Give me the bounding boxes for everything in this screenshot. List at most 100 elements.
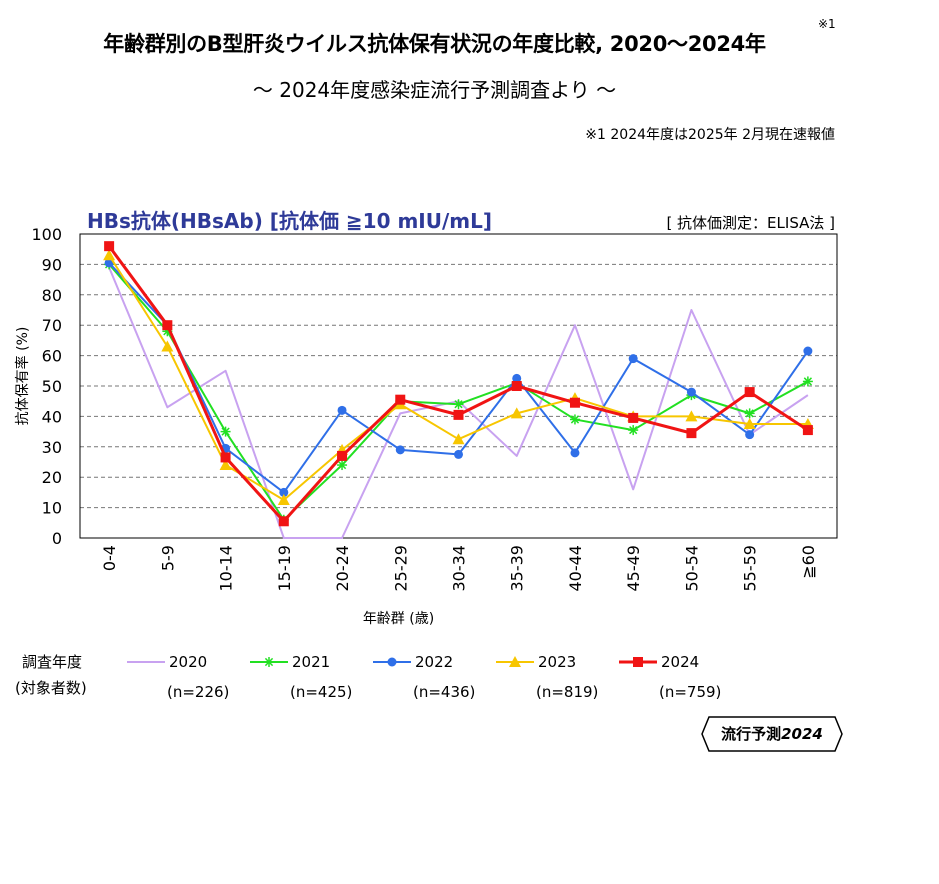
legend-count: (n=759) xyxy=(659,683,721,701)
asterisk-stroke xyxy=(570,415,580,424)
data-point xyxy=(569,414,580,425)
data-point xyxy=(337,450,348,461)
x-tick-label: 40-44 xyxy=(566,545,585,592)
legend-group: 2020 (n=226) 2021 (n=425) 2022 (n=436) 2023 (n=… xyxy=(127,653,721,701)
data-point xyxy=(337,460,348,471)
data-point xyxy=(686,387,696,397)
legend-marker xyxy=(633,657,643,667)
data-point xyxy=(745,430,755,440)
data-point xyxy=(685,410,698,422)
legend-count: (n=226) xyxy=(167,683,229,701)
data-point xyxy=(104,241,115,252)
data-point xyxy=(454,449,463,459)
x-tick-label: 25-29 xyxy=(391,545,410,592)
data-point xyxy=(802,425,813,436)
asterisk-stroke xyxy=(221,427,230,436)
page-title: 年齢群別のB型肝炎ウイルス抗体保有状況の年度比較, 2020〜2024年 xyxy=(103,32,766,56)
data-point xyxy=(279,487,289,497)
legend-marker xyxy=(387,657,397,667)
data-point xyxy=(743,418,756,429)
x-tick-label: 15-19 xyxy=(275,545,294,592)
y-tick-label: 40 xyxy=(42,407,62,426)
asterisk-stroke xyxy=(264,657,274,667)
data-point xyxy=(219,459,232,471)
x-tick-label: 45-49 xyxy=(624,545,643,592)
asterisk-stroke xyxy=(337,460,347,470)
y-tick-label: 70 xyxy=(42,316,62,335)
badge-main-text: 流行予測 xyxy=(721,725,782,743)
footnote: ※1 2024年度は2025年 2月現在速報値 xyxy=(585,127,835,143)
series-2023 xyxy=(103,249,814,505)
data-point xyxy=(686,428,697,439)
data-point xyxy=(220,452,231,463)
y-tick-label: 80 xyxy=(42,286,62,305)
x-tick-label: 55-59 xyxy=(741,545,760,592)
x-tick-label: 20-24 xyxy=(333,545,352,592)
y-tick-label: 20 xyxy=(42,468,62,487)
chart-title: HBs抗体(HBsAb) [抗体価 ≧10 mIU/mL] xyxy=(87,209,493,233)
data-point xyxy=(744,387,755,398)
data-point xyxy=(570,448,580,458)
x-axis-title: 年齢群 (歳) xyxy=(363,611,434,627)
badge-year-text: 2024 xyxy=(781,725,823,743)
x-tick-label: 0-4 xyxy=(100,545,119,571)
y-tick-label: 60 xyxy=(42,347,62,366)
data-point xyxy=(452,433,465,445)
data-point xyxy=(395,445,405,455)
legend-title: 調査年度 xyxy=(22,653,83,671)
data-point xyxy=(103,249,116,261)
asterisk-stroke xyxy=(803,377,813,386)
legend-year: 2022 xyxy=(415,653,453,671)
legend-count: (n=819) xyxy=(536,683,598,701)
data-point xyxy=(277,494,290,505)
x-tick-label: 50-54 xyxy=(682,545,701,592)
x-tick-label: 5-9 xyxy=(158,545,177,571)
title-note-mark: ※1 xyxy=(818,17,836,31)
data-point xyxy=(453,409,464,420)
x-tick-label: 30-34 xyxy=(450,545,469,592)
legend-count: (n=425) xyxy=(290,683,352,701)
data-point xyxy=(337,405,347,415)
method-note: [ 抗体価測定：ELISA法 ] xyxy=(666,214,835,232)
series-line xyxy=(107,245,809,523)
x-tick-label: ≧60 xyxy=(799,545,818,579)
badge: 流行予測2024 xyxy=(701,716,843,752)
data-point xyxy=(161,340,174,352)
data-point xyxy=(278,516,289,527)
series-2021 xyxy=(104,259,813,525)
data-point xyxy=(220,426,231,437)
data-point xyxy=(511,381,522,391)
legend-marker xyxy=(509,656,521,667)
data-point xyxy=(395,394,406,405)
legend-year: 2023 xyxy=(538,653,576,671)
data-point xyxy=(744,408,755,419)
series-2024 xyxy=(104,241,813,527)
y-axis-title: 抗体保有率 (%) xyxy=(14,327,31,426)
legend-year: 2020 xyxy=(169,653,207,671)
data-point xyxy=(802,376,813,387)
y-tick-label: 100 xyxy=(31,225,62,244)
data-point xyxy=(569,397,580,408)
y-tick-label: 10 xyxy=(42,499,62,518)
badge-shape xyxy=(701,716,843,752)
data-point xyxy=(512,373,522,383)
data-point xyxy=(162,320,173,331)
series-2022 xyxy=(104,258,813,497)
x-tick-label: 35-39 xyxy=(508,545,527,592)
asterisk-stroke xyxy=(629,425,638,435)
data-point xyxy=(510,407,523,419)
page-subtitle: 〜 2024年度感染症流行予測調査より 〜 xyxy=(252,78,617,102)
data-point xyxy=(803,346,813,356)
y-tick-label: 0 xyxy=(52,529,62,548)
asterisk-stroke xyxy=(454,400,463,409)
y-tick-label: 30 xyxy=(42,438,62,457)
legend-count: (n=436) xyxy=(413,683,475,701)
data-point xyxy=(628,412,639,423)
asterisk-stroke xyxy=(745,409,754,418)
legend-marker xyxy=(264,657,274,667)
data-point xyxy=(453,399,464,410)
x-tick-label: 10-14 xyxy=(217,545,236,592)
series-line xyxy=(108,263,809,521)
legend-subtitle: (対象者数) xyxy=(15,679,87,697)
